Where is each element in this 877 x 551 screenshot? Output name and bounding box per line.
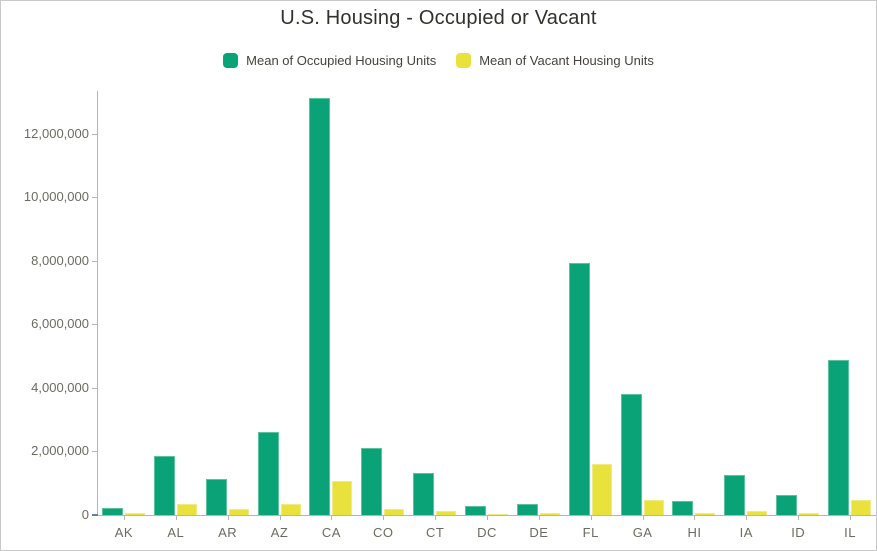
legend-item-occupied[interactable]: Mean of Occupied Housing Units [223, 53, 436, 68]
bar-vacant-AL[interactable] [176, 503, 197, 515]
y-axis-tick [92, 260, 98, 262]
legend-label-occupied: Mean of Occupied Housing Units [246, 53, 437, 68]
x-axis-label-IL: IL [844, 525, 856, 540]
x-axis-tick [746, 515, 748, 520]
bar-occupied-GA[interactable] [620, 394, 642, 515]
vacant-swatch-icon [456, 53, 472, 68]
y-axis-tick [92, 197, 98, 199]
bar-occupied-AR[interactable] [205, 479, 227, 515]
legend-label-vacant: Mean of Vacant Housing Units [479, 53, 654, 68]
x-axis-label-HI: HI [687, 525, 702, 540]
x-axis-label-DC: DC [477, 525, 497, 540]
bar-occupied-DE[interactable] [516, 503, 538, 515]
x-axis-tick [694, 515, 696, 520]
bar-vacant-GA[interactable] [643, 500, 664, 515]
bar-vacant-CA[interactable] [332, 481, 353, 515]
chart-title: U.S. Housing - Occupied or Vacant [280, 7, 597, 29]
x-axis-tick [850, 515, 852, 520]
x-axis-label-FL: FL [582, 525, 599, 540]
bar-vacant-DE[interactable] [539, 513, 560, 515]
y-axis-label: 4,000,000 [31, 379, 89, 395]
y-axis-label: 0 [81, 507, 89, 522]
bar-occupied-AL[interactable] [153, 455, 175, 515]
x-axis-tick [798, 515, 800, 520]
bar-vacant-IL[interactable] [851, 500, 872, 515]
bar-occupied-CO[interactable] [361, 447, 383, 515]
bar-occupied-DC[interactable] [465, 506, 486, 515]
bar-occupied-CT[interactable] [413, 472, 435, 515]
bar-vacant-AK[interactable] [124, 513, 145, 515]
x-axis-label-IA: IA [739, 525, 753, 540]
x-axis-label-AR: AR [218, 525, 238, 540]
x-axis-tick [642, 515, 644, 520]
bar-occupied-FL[interactable] [568, 262, 590, 515]
bar-vacant-CO[interactable] [384, 508, 405, 515]
bar-vacant-DC[interactable] [488, 513, 508, 515]
x-axis-tick [383, 515, 385, 520]
bar-vacant-AZ[interactable] [280, 503, 301, 515]
x-axis-label-CO: CO [373, 525, 394, 540]
x-axis-tick [538, 515, 540, 520]
x-axis-label-AL: AL [167, 525, 185, 540]
legend-item-vacant[interactable]: Mean of Vacant Housing Units [456, 53, 654, 68]
bar-occupied-IA[interactable] [724, 474, 746, 515]
bar-vacant-CT[interactable] [436, 510, 457, 515]
y-axis-tick [92, 387, 98, 389]
y-axis-tick [92, 324, 98, 326]
y-axis-tick [92, 451, 98, 453]
y-axis-label: 8,000,000 [31, 252, 89, 268]
x-axis-label-GA: GA [632, 525, 653, 540]
bar-vacant-AR[interactable] [228, 509, 249, 515]
x-axis-tick [331, 515, 333, 520]
y-axis-tick [92, 133, 98, 135]
plot-area: 0 2,000,000 4,000,000 6,000,000 8,000,000 10,… [24, 91, 876, 540]
x-axis-tick [590, 515, 592, 520]
x-axis-tick [227, 515, 229, 520]
y-axis-label: 2,000,000 [31, 443, 89, 459]
x-axis-tick [487, 515, 488, 520]
bar-occupied-HI[interactable] [672, 501, 694, 515]
y-axis-label: 6,000,000 [31, 316, 89, 332]
bar-vacant-HI[interactable] [695, 512, 716, 515]
x-axis-tick [435, 515, 437, 520]
legend: Mean of Occupied Housing Units Mean of V… [1, 53, 876, 68]
x-axis-label-DE: DE [529, 525, 549, 540]
bar-occupied-AZ[interactable] [257, 431, 279, 515]
bar-occupied-ID[interactable] [776, 495, 798, 515]
bar-vacant-ID[interactable] [799, 512, 820, 515]
bar-occupied-AK[interactable] [101, 508, 123, 515]
x-axis-tick [175, 515, 177, 520]
x-axis-tick [279, 515, 281, 520]
x-axis-label-CA: CA [321, 525, 341, 540]
x-axis-tick [123, 515, 125, 520]
bar-vacant-FL[interactable] [591, 464, 612, 515]
y-axis-label: 12,000,000 [23, 125, 89, 141]
y-axis-zero-tick [92, 514, 98, 516]
bar-occupied-IL[interactable] [828, 360, 850, 515]
bar-vacant-IA[interactable] [747, 511, 768, 515]
bar-occupied-CA[interactable] [309, 97, 331, 515]
x-axis-label-ID: ID [791, 525, 806, 540]
x-axis-label-AZ: AZ [270, 525, 289, 540]
y-axis-label: 10,000,000 [23, 189, 89, 205]
x-axis-label-CT: CT [425, 525, 445, 540]
occupied-swatch-icon [223, 53, 239, 68]
x-axis-label-AK: AK [114, 525, 134, 540]
